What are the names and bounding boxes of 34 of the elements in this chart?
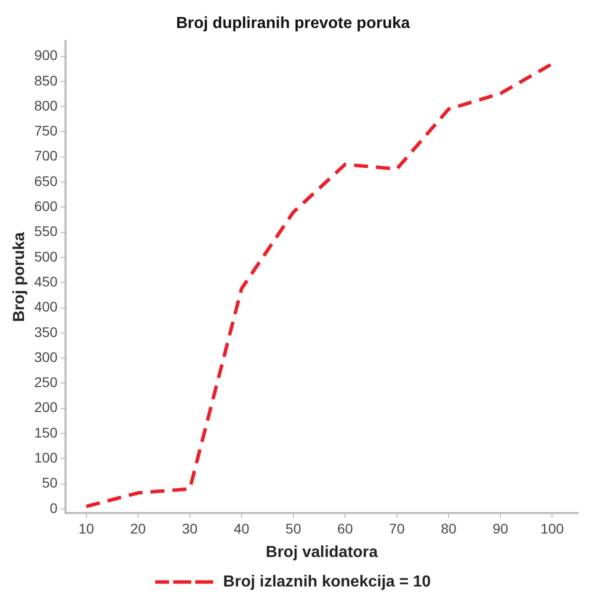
x-tick-label: 60 <box>337 520 354 536</box>
x-axis-title: Broj validatora <box>266 544 378 561</box>
y-tick-label: 250 <box>34 374 58 390</box>
y-tick-label: 650 <box>34 172 58 189</box>
y-tick-label: 850 <box>34 72 58 88</box>
y-tick-label: 50 <box>42 474 58 491</box>
y-tick-label: 100 <box>34 450 58 466</box>
x-tick-label: 70 <box>389 520 405 536</box>
x-tick-label: 80 <box>440 520 457 536</box>
y-tick-label: 400 <box>34 298 58 315</box>
line-series <box>84 62 554 508</box>
y-tick-label: 550 <box>34 223 58 240</box>
x-tick-label: 30 <box>182 520 198 536</box>
y-axis-title: Broj poruka <box>11 232 28 322</box>
x-tick-label: 10 <box>78 520 94 536</box>
x-tick-label: 20 <box>130 520 146 536</box>
y-tick-label: 450 <box>34 273 58 290</box>
y-tick-label: 750 <box>34 122 58 139</box>
y-tick-label: 900 <box>34 47 58 64</box>
y-tick-label: 800 <box>34 97 58 114</box>
y-tick-label: 500 <box>34 248 58 264</box>
chart-title: Broj dupliranih prevote poruka <box>176 15 410 32</box>
y-tick-label: 200 <box>34 399 58 416</box>
y-tick-label: 700 <box>34 148 58 164</box>
x-tick-label: 100 <box>540 520 564 536</box>
x-tick-label: 50 <box>286 520 302 536</box>
x-tick-label: 90 <box>492 520 508 536</box>
y-tick-label: 600 <box>34 198 58 214</box>
x-tick-label: 40 <box>234 520 250 536</box>
legend-label: Broj izlaznih konekcija = 10 <box>223 573 431 590</box>
y-tick-label: 300 <box>34 348 58 365</box>
y-tick-label: 0 <box>50 500 58 516</box>
y-tick-label: 150 <box>34 424 58 440</box>
y-tick-label: 350 <box>34 324 58 340</box>
